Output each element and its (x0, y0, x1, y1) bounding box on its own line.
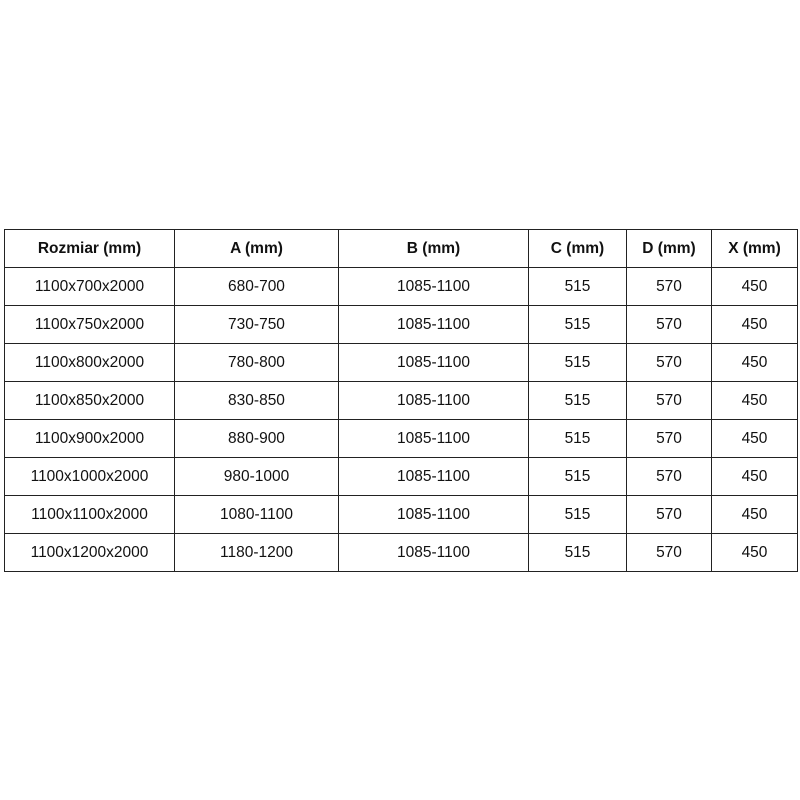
table-cell: 1085-1100 (338, 419, 529, 458)
table-cell: 570 (626, 381, 712, 420)
table-cell: 515 (528, 495, 627, 534)
table-cell: 450 (711, 533, 798, 572)
table-cell: 450 (711, 343, 798, 382)
table-cell: 1085-1100 (338, 381, 529, 420)
table-cell: 1085-1100 (338, 267, 529, 306)
table-cell: 515 (528, 457, 627, 496)
table-cell: 1085-1100 (338, 533, 529, 572)
table-cell: 450 (711, 267, 798, 306)
header-row: Rozmiar (mm) A (mm) B (mm) C (mm) D (mm) X (m… (4, 229, 798, 268)
table-cell: 570 (626, 457, 712, 496)
table-cell: 515 (528, 343, 627, 382)
column-header: D (mm) (626, 229, 712, 268)
table-cell: 1100x1200x2000 (4, 533, 175, 572)
table-cell: 1100x750x2000 (4, 305, 175, 344)
table-cell: 1085-1100 (338, 495, 529, 534)
table-row: 1100x1200x2000 1180-1200 1085-1100 515 570 45… (4, 533, 798, 572)
table-cell: 450 (711, 419, 798, 458)
table-cell: 450 (711, 305, 798, 344)
table-cell: 1100x850x2000 (4, 381, 175, 420)
column-header: X (mm) (711, 229, 798, 268)
table-cell: 570 (626, 419, 712, 458)
table-cell: 1180-1200 (174, 533, 339, 572)
column-header: Rozmiar (mm) (4, 229, 175, 268)
table-cell: 450 (711, 457, 798, 496)
table-cell: 780-800 (174, 343, 339, 382)
table-cell: 570 (626, 495, 712, 534)
table-cell: 1100x900x2000 (4, 419, 175, 458)
table-cell: 450 (711, 381, 798, 420)
table-row: 1100x850x2000 830-850 1085-1100 515 570 450 (4, 381, 798, 420)
column-header: B (mm) (338, 229, 529, 268)
table-cell: 830-850 (174, 381, 339, 420)
table-cell: 515 (528, 419, 627, 458)
table-cell: 515 (528, 305, 627, 344)
table-cell: 570 (626, 305, 712, 344)
table-row: 1100x900x2000 880-900 1085-1100 515 570 450 (4, 419, 798, 458)
table-cell: 1100x1000x2000 (4, 457, 175, 496)
table-cell: 1085-1100 (338, 457, 529, 496)
column-header: C (mm) (528, 229, 627, 268)
column-header: A (mm) (174, 229, 339, 268)
table-row: 1100x800x2000 780-800 1085-1100 515 570 450 (4, 343, 798, 382)
table-row: 1100x700x2000 680-700 1085-1100 515 570 450 (4, 267, 798, 306)
dimensions-table: Rozmiar (mm) A (mm) B (mm) C (mm) D (mm) X (m… (4, 229, 798, 572)
table-row: 1100x1000x2000 980-1000 1085-1100 515 570 450 (4, 457, 798, 496)
table-cell: 450 (711, 495, 798, 534)
table-cell: 1080-1100 (174, 495, 339, 534)
table-cell: 1085-1100 (338, 343, 529, 382)
table-cell: 980-1000 (174, 457, 339, 496)
table-cell: 1100x700x2000 (4, 267, 175, 306)
table-cell: 1100x1100x2000 (4, 495, 175, 534)
table-cell: 680-700 (174, 267, 339, 306)
table-row: 1100x1100x2000 1080-1100 1085-1100 515 570 45… (4, 495, 798, 534)
table-cell: 515 (528, 533, 627, 572)
table-cell: 570 (626, 343, 712, 382)
table-row: 1100x750x2000 730-750 1085-1100 515 570 450 (4, 305, 798, 344)
table-cell: 570 (626, 533, 712, 572)
table-cell: 730-750 (174, 305, 339, 344)
table-cell: 1100x800x2000 (4, 343, 175, 382)
table-cell: 880-900 (174, 419, 339, 458)
table-cell: 570 (626, 267, 712, 306)
table-cell: 515 (528, 267, 627, 306)
table-cell: 515 (528, 381, 627, 420)
table-cell: 1085-1100 (338, 305, 529, 344)
